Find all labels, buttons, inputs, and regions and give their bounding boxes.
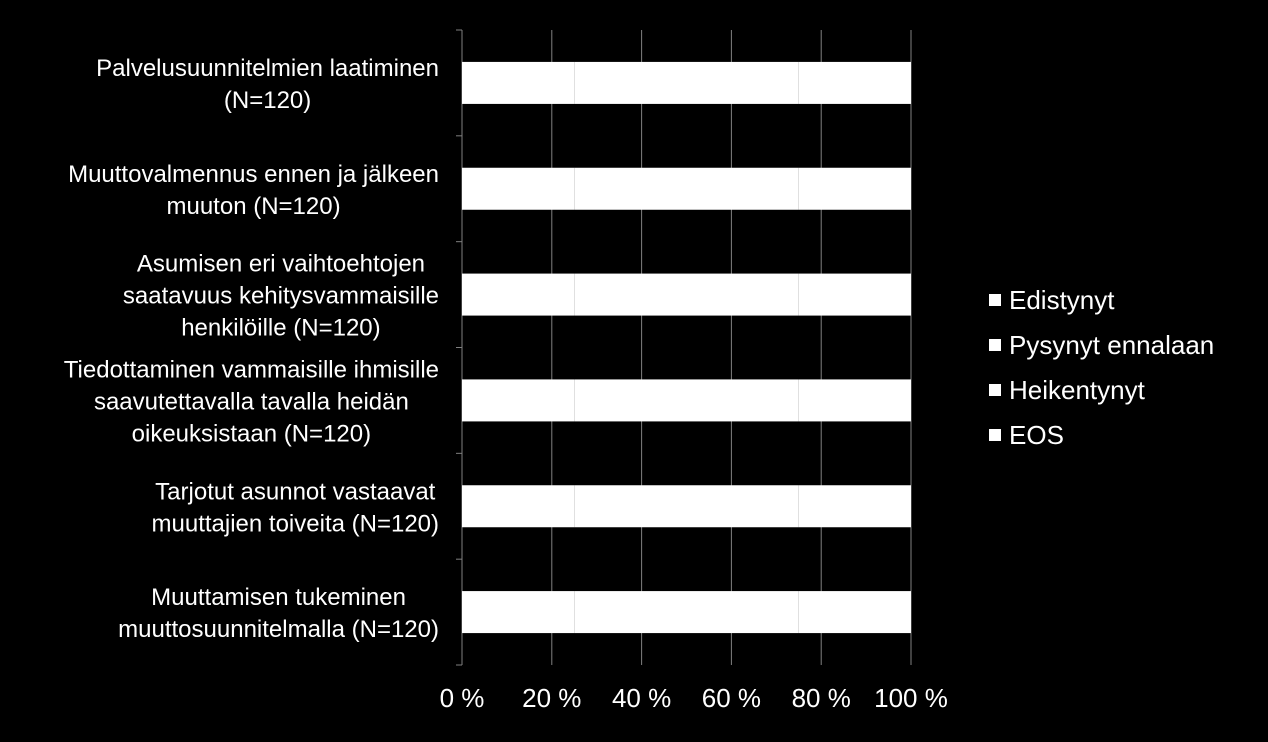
bar-segment-heikentynyt (686, 61, 799, 104)
category-label-line: saavutettavalla tavalla heidän (94, 388, 409, 415)
bar-segment-pysynyt-ennalaan (574, 61, 687, 104)
legend-item: Heikentynyt (989, 375, 1146, 405)
x-tick-label: 80 % (792, 683, 851, 713)
category-label: Tarjotut asunnot vastaavat muuttajien toi… (152, 478, 439, 537)
bar-segment-eos (798, 167, 911, 210)
y-axis (456, 29, 463, 666)
category-label-line: Palvelusuunnitelmien laatiminen (96, 55, 439, 82)
category-label-line: saatavuus kehitysvammaisille (123, 283, 439, 310)
category-labels: Palvelusuunnitelmien laatiminen (N=120) Mu… (64, 55, 439, 643)
bar-segment-heikentynyt (686, 379, 799, 422)
bar-segment-pysynyt-ennalaan (574, 485, 687, 528)
bar-segment-eos (798, 591, 911, 634)
category-label: Palvelusuunnitelmien laatiminen (N=120) (96, 55, 439, 114)
category-label-line: muuttosuunnitelmalla (N=120) (118, 616, 439, 643)
legend: Edistynyt Pysynyt ennalaan Heikentynyt EOS (989, 285, 1214, 450)
legend-label: Heikentynyt (1009, 375, 1146, 405)
gridlines (551, 30, 912, 665)
bar-segment-heikentynyt (686, 273, 799, 316)
legend-label: Pysynyt ennalaan (1009, 330, 1214, 360)
category-label: Muuttamisen tukeminen muuttosuunnitelmall… (118, 584, 439, 643)
bar-segment-pysynyt-ennalaan (574, 591, 687, 634)
bar-segment-pysynyt-ennalaan (574, 273, 687, 316)
category-label: Tiedottaminen vammaisille ihmisille saavu… (64, 356, 439, 447)
bar-segment-edistynyt (462, 591, 575, 634)
category-label-line: Asumisen eri vaihtoehtojen (137, 251, 425, 278)
bar-segment-eos (798, 485, 911, 528)
bar-segment-eos (798, 61, 911, 104)
category-label-line: Muuttovalmennus ennen ja jälkeen (68, 161, 439, 188)
bar-segment-edistynyt (462, 167, 575, 210)
legend-label: EOS (1009, 420, 1064, 450)
bar-segment-eos (798, 273, 911, 316)
legend-swatch (989, 384, 1001, 396)
x-tick-label: 100 % (874, 683, 948, 713)
x-tick-labels: 0 % 20 % 40 % 60 % 80 % 100 % (440, 683, 948, 713)
legend-swatch (989, 429, 1001, 441)
category-label-line: muuttajien toiveita (N=120) (152, 510, 439, 537)
bars (462, 61, 911, 634)
bar-segment-edistynyt (462, 273, 575, 316)
legend-swatch (989, 294, 1001, 306)
category-label-line: muuton (N=120) (166, 193, 340, 220)
x-tick-label: 40 % (612, 683, 671, 713)
bar-segment-heikentynyt (686, 167, 799, 210)
bar-segment-edistynyt (462, 379, 575, 422)
x-tick-label: 0 % (440, 683, 485, 713)
x-tick-label: 20 % (522, 683, 581, 713)
category-label-line: Tarjotut asunnot vastaavat (155, 478, 436, 505)
category-label-line: oikeuksistaan (N=120) (132, 420, 371, 447)
bar-segment-edistynyt (462, 485, 575, 528)
bar-segment-pysynyt-ennalaan (574, 379, 687, 422)
bar-segment-heikentynyt (686, 485, 799, 528)
legend-label: Edistynyt (1009, 285, 1115, 315)
bar-segment-edistynyt (462, 61, 575, 104)
category-label-line: henkilöille (N=120) (181, 315, 380, 342)
legend-item: EOS (989, 420, 1064, 450)
category-label-line: Tiedottaminen vammaisille ihmisille (64, 356, 439, 383)
category-label-line: Muuttamisen tukeminen (151, 584, 406, 611)
bar-segment-eos (798, 379, 911, 422)
category-label-line: (N=120) (224, 87, 311, 114)
x-tick-label: 60 % (702, 683, 761, 713)
bar-segment-pysynyt-ennalaan (574, 167, 687, 210)
legend-item: Edistynyt (989, 285, 1115, 315)
category-label: Asumisen eri vaihtoehtojen saatavuus kehi… (123, 251, 439, 342)
legend-swatch (989, 339, 1001, 351)
bar-segment-heikentynyt (686, 591, 799, 634)
category-label: Muuttovalmennus ennen ja jälkeen muuton (… (68, 161, 439, 220)
legend-item: Pysynyt ennalaan (989, 330, 1214, 360)
